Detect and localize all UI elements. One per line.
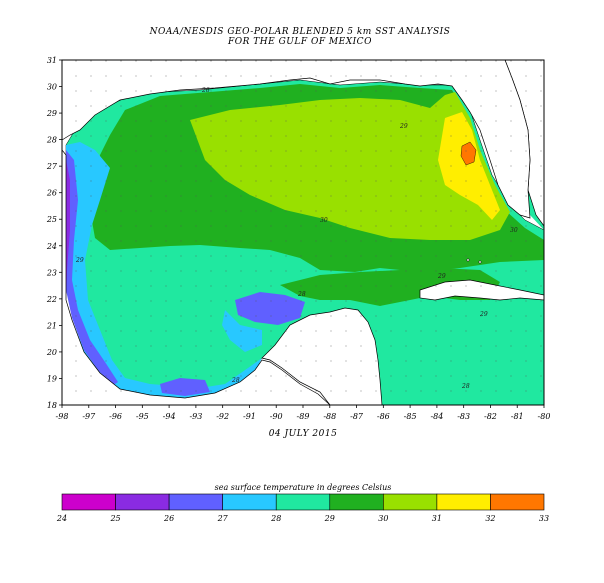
- lon-tick-label: -90: [270, 412, 283, 421]
- lat-tick-label: 21: [46, 321, 57, 330]
- colorbar-title: sea surface temperature in degrees Celsi…: [215, 483, 392, 492]
- contour-label: 28: [201, 87, 210, 94]
- colorbar-label: 27: [217, 514, 229, 523]
- lat-tick-label: 27: [46, 162, 58, 171]
- colorbar-label: 29: [324, 514, 335, 523]
- lon-tick-label: -95: [136, 412, 149, 421]
- contour-label: 29: [75, 257, 84, 264]
- lon-tick-label: -96: [109, 412, 122, 421]
- contour-label: 28: [297, 291, 306, 298]
- lon-tick-label: -87: [350, 412, 364, 421]
- date-label: 04 JULY 2015: [269, 429, 338, 439]
- colorbar-labels: 24 25 26 27 28 29 30 31 32 33: [56, 514, 549, 523]
- colorbar: [61, 493, 545, 511]
- lon-tick-label: -80: [538, 412, 551, 421]
- colorbar-label: 26: [163, 514, 174, 523]
- lat-tick-label: 29: [46, 109, 57, 118]
- colorbar-swatch: [329, 493, 384, 511]
- colorbar-swatch: [490, 493, 545, 511]
- lat-tick-label: 26: [46, 189, 57, 198]
- graticule-dots: [62, 60, 544, 405]
- lat-tick-label: 22: [46, 295, 57, 304]
- colorbar-swatch: [383, 493, 438, 511]
- longitude-axis: -98 -97 -96 -95 -94 -93 -92 -91 -90 -89 -88 -87 -86 -…: [56, 405, 551, 421]
- lat-tick-label: 23: [46, 268, 57, 277]
- contour-label: 28: [231, 377, 240, 384]
- colorbar-swatch: [222, 493, 277, 511]
- colorbar-swatch: [168, 493, 223, 511]
- lon-tick-label: -92: [216, 412, 229, 421]
- lon-tick-label: -98: [56, 412, 69, 421]
- lat-tick-label: 28: [46, 136, 57, 145]
- contour-label: 29: [479, 311, 488, 318]
- colorbar-swatch: [61, 493, 116, 511]
- contour-label: 30: [320, 217, 328, 224]
- contour-label: 30: [510, 227, 518, 234]
- lon-tick-label: -81: [511, 412, 524, 421]
- contour-label: 29: [399, 123, 408, 130]
- map-title-line2: FOR THE GULF OF MEXICO: [227, 37, 372, 47]
- contour-label: 28: [461, 383, 470, 390]
- lon-tick-label: -83: [457, 412, 470, 421]
- latitude-axis: 18 19 20 21 22 23 24 25 26 27 28 29 30 31: [46, 56, 62, 410]
- lon-tick-label: -82: [484, 412, 497, 421]
- map-title-line1: NOAA/NESDIS GEO-POLAR BLENDED 5 km SST A…: [149, 27, 451, 37]
- lat-tick-label: 18: [47, 401, 57, 410]
- colorbar-label: 25: [109, 514, 120, 523]
- lon-tick-label: -91: [243, 412, 256, 421]
- lon-tick-label: -97: [82, 412, 96, 421]
- colorbar-swatch: [436, 493, 491, 511]
- colorbar-label: 28: [270, 514, 281, 523]
- colorbar-label: 24: [56, 514, 67, 523]
- lat-tick-label: 19: [47, 374, 57, 383]
- sst-field: 28 29 30 29 30 28 28 29 29 28: [62, 60, 544, 405]
- lon-tick-label: -93: [189, 412, 202, 421]
- colorbar-label: 32: [485, 514, 495, 523]
- lon-tick-label: -85: [404, 412, 417, 421]
- lon-tick-label: -89: [297, 412, 310, 421]
- map-plot-area: 28 29 30 29 30 28 28 29 29 28: [61, 59, 545, 406]
- colorbar-swatch: [115, 493, 170, 511]
- lat-tick-label: 24: [46, 242, 57, 251]
- contour-label: 29: [437, 273, 446, 280]
- lon-tick-label: -94: [163, 412, 176, 421]
- lat-tick-label: 25: [46, 215, 57, 224]
- lon-tick-label: -88: [323, 412, 336, 421]
- lat-tick-label: 20: [46, 348, 57, 357]
- colorbar-label: 33: [539, 514, 549, 523]
- lat-tick-label: 31: [47, 56, 57, 65]
- lon-tick-label: -84: [430, 412, 443, 421]
- colorbar-swatch: [275, 493, 331, 511]
- lon-tick-label: -86: [377, 412, 390, 421]
- colorbar-label: 31: [432, 514, 442, 523]
- colorbar-label: 30: [378, 514, 388, 523]
- lat-tick-label: 30: [47, 83, 57, 92]
